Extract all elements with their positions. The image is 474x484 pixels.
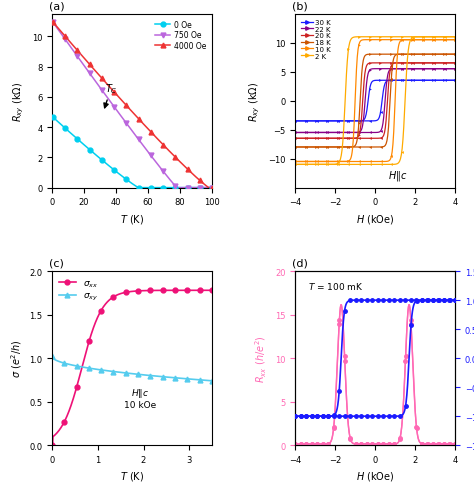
X-axis label: $T$ (K): $T$ (K)	[120, 212, 144, 226]
Y-axis label: $R_{xx}$ ($h/e^2$): $R_{xx}$ ($h/e^2$)	[254, 335, 269, 382]
Text: (c): (c)	[49, 258, 64, 268]
Text: $T_C$: $T_C$	[104, 82, 118, 108]
X-axis label: $T$ (K): $T$ (K)	[120, 469, 144, 483]
Text: (d): (d)	[292, 258, 308, 268]
X-axis label: $H$ (kOe): $H$ (kOe)	[356, 469, 394, 483]
Text: (a): (a)	[49, 1, 64, 11]
Y-axis label: $R_{xy}$ (k$\Omega$): $R_{xy}$ (k$\Omega$)	[12, 81, 27, 121]
Text: $T$ = 100 mK: $T$ = 100 mK	[308, 280, 364, 291]
Legend: $\sigma_{xx}$, $\sigma_{xy}$: $\sigma_{xx}$, $\sigma_{xy}$	[57, 276, 101, 305]
X-axis label: $H$ (kOe): $H$ (kOe)	[356, 212, 394, 226]
Y-axis label: $R_{xy}$ (k$\Omega$): $R_{xy}$ (k$\Omega$)	[248, 81, 263, 121]
Text: $H \| c$
10 kOe: $H \| c$ 10 kOe	[124, 386, 156, 409]
Legend: 30 K, 22 K, 20 K, 18 K, 10 K, 2 K: 30 K, 22 K, 20 K, 18 K, 10 K, 2 K	[299, 18, 333, 61]
Legend: 0 Oe, 750 Oe, 4000 Oe: 0 Oe, 750 Oe, 4000 Oe	[153, 18, 208, 53]
Text: (b): (b)	[292, 1, 308, 11]
Y-axis label: $\sigma$ ($e^2/h$): $\sigma$ ($e^2/h$)	[9, 339, 24, 378]
Text: $H \| c$: $H \| c$	[388, 168, 407, 182]
